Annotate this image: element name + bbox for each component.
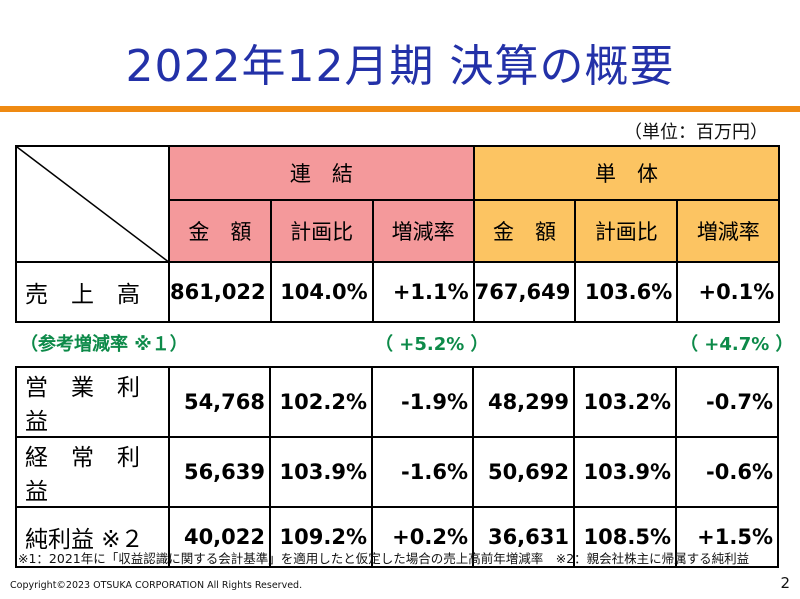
standalone-change-rate-header: 増減率 <box>676 199 781 263</box>
table-cell: 103.2% <box>573 366 677 438</box>
table-cell: -1.6% <box>371 436 474 508</box>
table-cell: 50,692 <box>472 436 575 508</box>
table-cell: +0.2% <box>371 506 474 568</box>
row-label: 売 上 高 <box>15 261 170 323</box>
table-row: 経 常 利 益 56,639 103.9% -1.6% 50,692 103.9… <box>15 436 779 508</box>
diagonal-line <box>17 147 170 263</box>
table-cell: 103.9% <box>269 436 373 508</box>
table-cell: +1.5% <box>675 506 779 568</box>
copyright: Copyright©2023 OTSUKA CORPORATION All Ri… <box>10 580 303 591</box>
header-diagonal-cell <box>15 145 170 263</box>
consolidated-header: 連 結 <box>168 145 475 201</box>
table-cell: +1.1% <box>371 261 475 323</box>
reference-consolidated: （ +5.2% ） <box>375 334 489 355</box>
table-cell: 56,639 <box>168 436 271 508</box>
row-label: 営 業 利 益 <box>15 366 170 438</box>
unit-label: （単位：百万円） <box>624 122 768 143</box>
table-cell: 48,299 <box>472 366 575 438</box>
consolidated-amount-header: 金 額 <box>168 199 272 263</box>
table-cell: 104.0% <box>269 261 374 323</box>
table-cell: -0.7% <box>675 366 779 438</box>
row-label: 純利益 ※２ <box>15 506 170 568</box>
standalone-header: 単 体 <box>472 145 781 201</box>
reference-standalone: （ +4.7% ） <box>680 334 794 355</box>
consolidated-plan-ratio-header: 計画比 <box>269 199 374 263</box>
table-cell: 861,022 <box>168 261 272 323</box>
consolidated-change-rate-header: 増減率 <box>371 199 475 263</box>
table-cell: -1.9% <box>371 366 474 438</box>
table-cell: 103.9% <box>573 436 677 508</box>
title-divider <box>0 106 800 112</box>
table-row: 営 業 利 益 54,768 102.2% -1.9% 48,299 103.2… <box>15 366 779 438</box>
table-row: 売 上 高 861,022 104.0% +1.1% 767,649 103.6… <box>15 261 781 323</box>
page-title: 2022年12月期 決算の概要 <box>125 41 675 92</box>
table-cell: 54,768 <box>168 366 271 438</box>
reference-label: （参考増減率 ※１） <box>20 334 188 355</box>
table-cell: 103.6% <box>574 261 679 323</box>
table-cell: 767,649 <box>472 261 577 323</box>
page-number: 2 <box>780 574 790 592</box>
table-cell: +0.1% <box>676 261 781 323</box>
table-cell: 36,631 <box>472 506 575 568</box>
results-table-bottom: 営 業 利 益 54,768 102.2% -1.9% 48,299 103.2… <box>15 366 779 568</box>
standalone-plan-ratio-header: 計画比 <box>574 199 679 263</box>
footnote: ※1：2021年に「収益認識に関する会計基準」を適用したと仮定した場合の売上高前… <box>18 551 750 566</box>
table-cell: 109.2% <box>269 506 373 568</box>
table-row: 純利益 ※２ 40,022 109.2% +0.2% 36,631 108.5%… <box>15 506 779 568</box>
table-cell: 108.5% <box>573 506 677 568</box>
table-cell: -0.6% <box>675 436 779 508</box>
standalone-amount-header: 金 額 <box>472 199 577 263</box>
row-label: 経 常 利 益 <box>15 436 170 508</box>
table-cell: 40,022 <box>168 506 271 568</box>
results-table-top: 連 結 単 体 金 額 計画比 増減率 金 額 計画比 増減率 売 上 高 86… <box>15 145 781 323</box>
table-cell: 102.2% <box>269 366 373 438</box>
